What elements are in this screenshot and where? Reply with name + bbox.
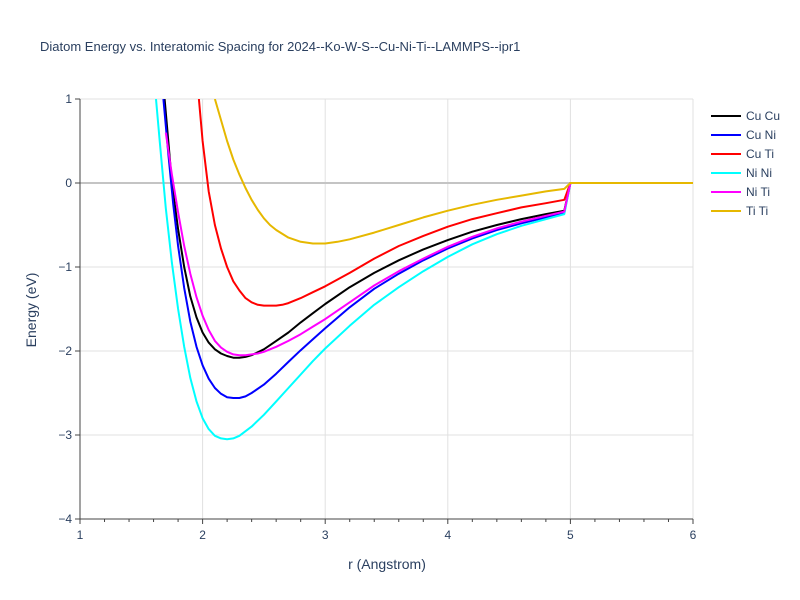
legend-label: Cu Ti <box>746 147 774 161</box>
series-line-cu-cu <box>163 99 693 359</box>
series-group <box>155 99 693 441</box>
legend-item-ti-ti[interactable]: Ti Ti <box>711 204 768 218</box>
legend-item-ni-ti[interactable]: Ni Ti <box>711 185 770 199</box>
y-tick-label: −3 <box>58 428 72 442</box>
legend-label: Ni Ni <box>746 166 772 180</box>
legend-item-cu-ti[interactable]: Cu Ti <box>711 147 774 161</box>
y-tick-label: 1 <box>65 92 72 106</box>
x-tick-label: 5 <box>567 528 574 542</box>
series-line-ni-ti <box>164 132 693 357</box>
legend-item-cu-ni[interactable]: Cu Ni <box>711 128 776 142</box>
series-line-cu-ni <box>162 99 693 399</box>
legend-label: Cu Ni <box>746 128 776 142</box>
axes <box>79 99 693 520</box>
legend-label: Ti Ti <box>746 204 768 218</box>
legend-label: Cu Cu <box>746 109 780 123</box>
x-axis-label: r (Angstrom) <box>348 556 426 572</box>
x-tick-label: 3 <box>322 528 329 542</box>
x-tick-label: 4 <box>444 528 451 542</box>
x-ticks: 1 2 3 4 5 6 <box>77 519 697 542</box>
series-line-ni-ni <box>155 99 693 441</box>
legend-item-ni-ni[interactable]: Ni Ni <box>711 166 772 180</box>
x-tick-label: 2 <box>199 528 206 542</box>
series-line-ti-ti <box>213 99 693 245</box>
y-tick-label: 0 <box>65 176 72 190</box>
legend-label: Ni Ti <box>746 185 770 199</box>
y-tick-label: −2 <box>58 344 72 358</box>
y-tick-label: −4 <box>58 512 72 526</box>
series-line-cu-ti <box>197 99 693 307</box>
grid <box>80 98 694 519</box>
legend[interactable]: Cu Cu Cu Ni Cu Ti Ni Ni Ni Ti Ti Ti <box>711 109 780 218</box>
y-ticks: −4 −3 −2 −1 0 1 <box>58 92 80 526</box>
legend-item-cu-cu[interactable]: Cu Cu <box>711 109 780 123</box>
y-tick-label: −1 <box>58 260 72 274</box>
x-tick-label: 6 <box>690 528 697 542</box>
x-tick-label: 1 <box>77 528 84 542</box>
y-axis-label: Energy (eV) <box>23 273 39 348</box>
chart-title: Diatom Energy vs. Interatomic Spacing fo… <box>40 39 520 54</box>
